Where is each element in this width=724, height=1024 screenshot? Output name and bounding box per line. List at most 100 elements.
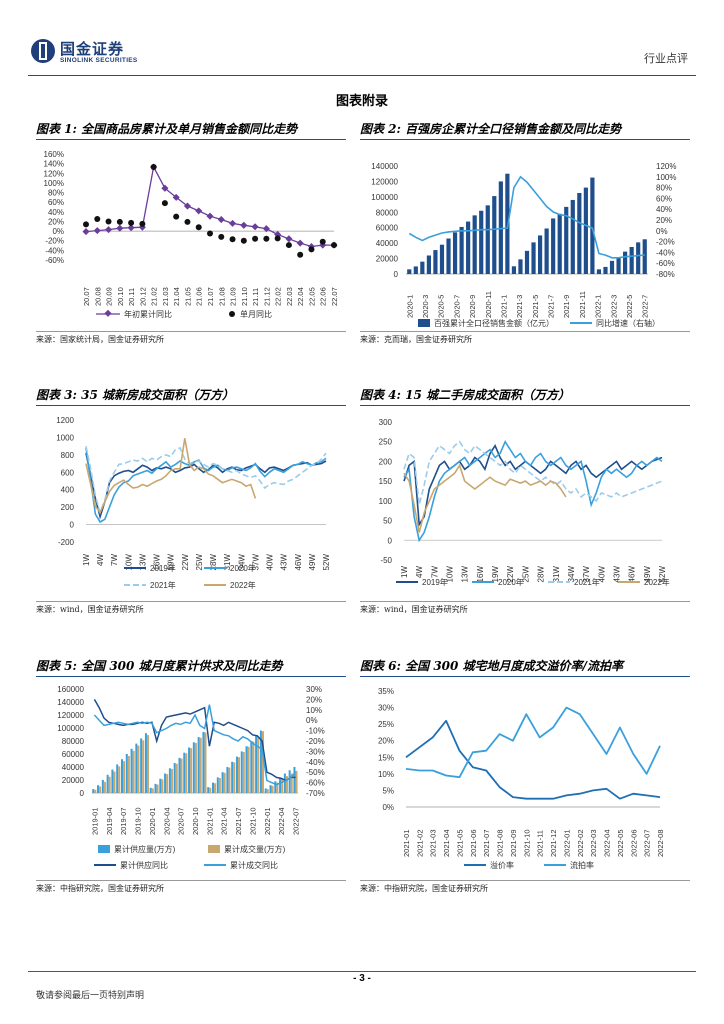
x-tick-label: 19W xyxy=(491,566,500,583)
x-tick-label: 2021-05 xyxy=(455,829,464,857)
supply-bar xyxy=(255,735,258,793)
monthly-point xyxy=(139,220,146,227)
x-tick-label: 2021-7 xyxy=(547,295,556,318)
supply-bar xyxy=(212,782,215,793)
cumulative-point xyxy=(285,235,293,243)
y-tick-label: 160% xyxy=(44,150,64,159)
sales-bar xyxy=(642,239,647,274)
y-right-tick-label: 20% xyxy=(656,216,672,225)
cumulative-point xyxy=(93,227,101,235)
x-tick-label: 40W xyxy=(266,554,275,571)
cumulative-point xyxy=(82,228,90,236)
y-left-tick-label: 80000 xyxy=(62,737,85,746)
x-tick-label: 21.03 xyxy=(161,287,170,306)
x-tick-label: 2020-10 xyxy=(191,807,200,835)
y-right-tick-label: 120% xyxy=(656,162,676,171)
supply-bar xyxy=(202,731,205,793)
deal-bar xyxy=(247,746,250,793)
x-tick-label: 16W xyxy=(476,566,485,583)
monthly-point xyxy=(184,218,191,225)
x-tick-label: 20.07 xyxy=(82,287,91,306)
x-tick-label: 19W xyxy=(167,554,176,571)
cumulative-point xyxy=(127,224,135,232)
x-tick-label: 2021-01 xyxy=(402,829,411,857)
sales-bar xyxy=(420,261,425,274)
x-tick-label: 1W xyxy=(400,566,409,578)
x-tick-label: 7W xyxy=(110,554,119,566)
sales-bar xyxy=(452,232,458,274)
deal-bar xyxy=(271,785,274,793)
supply-bar xyxy=(92,789,95,793)
deal-bar xyxy=(295,770,298,793)
x-tick-label: 2022-08 xyxy=(656,829,665,857)
y-tick-label: 20% xyxy=(48,217,64,226)
y-tick-label: 200 xyxy=(61,503,75,512)
supply-bar xyxy=(235,756,238,793)
sales-bar xyxy=(466,221,471,274)
x-tick-label: 28W xyxy=(537,566,546,583)
y-right-tick-label: -30% xyxy=(306,747,325,756)
y-left-tick-label: 20000 xyxy=(62,776,85,785)
deal-bar xyxy=(175,763,178,793)
report-header: 国金证券 SINOLINK SECURITIES 行业点评 xyxy=(28,36,696,76)
chart-6-plot: 35% 30% 25% 20% 15% 10% 5% 0% 2021-01 2021-02 2021… xyxy=(378,687,665,870)
x-tick-label: 21.07 xyxy=(206,287,215,306)
y-tick-label: 400 xyxy=(61,486,75,495)
legend-1-marker xyxy=(104,309,112,317)
x-tick-label: 22.07 xyxy=(330,287,339,306)
y-tick-label: 5% xyxy=(382,786,394,795)
x-tick-label: 21.05 xyxy=(183,287,192,306)
x-tick-label: 2020-9 xyxy=(468,295,477,318)
monthly-point xyxy=(207,230,213,237)
y-right-tick-label: -60% xyxy=(306,779,325,788)
y-left-tick-label: 0 xyxy=(80,789,85,798)
monthly-point xyxy=(308,246,315,253)
y-left-tick-label: 100000 xyxy=(371,193,398,202)
deal-bar xyxy=(103,781,106,793)
x-tick-label: 21.06 xyxy=(195,287,204,306)
x-tick-label: 2021-02 xyxy=(415,829,424,857)
supply-bar xyxy=(192,742,195,793)
x-tick-label: 49W xyxy=(308,554,317,571)
sales-bar xyxy=(413,266,418,274)
deal-bar xyxy=(228,767,231,793)
deal-bar xyxy=(180,758,183,793)
y-left-tick-label: 20000 xyxy=(376,255,399,264)
y-right-tick-label: -80% xyxy=(656,270,675,279)
x-tick-label: 4W xyxy=(96,554,105,566)
legend-2-label: 流拍率 xyxy=(570,860,594,870)
y-left-tick-label: 140000 xyxy=(371,162,398,171)
legend-1-label: 溢价率 xyxy=(490,860,514,870)
y-left-tick-label: 60000 xyxy=(62,750,85,759)
x-tick-label: 22.02 xyxy=(274,287,283,306)
supply-bar xyxy=(293,767,296,793)
x-tick-label: 25W xyxy=(521,566,530,583)
supply-bar xyxy=(111,769,114,793)
sales-bar xyxy=(583,187,588,274)
sales-bar xyxy=(524,250,530,274)
supply-bar xyxy=(264,788,267,793)
chart-3-source: 来源：wind，国金证券研究所 xyxy=(36,601,346,615)
sales-bar xyxy=(537,235,543,274)
cumulative-point xyxy=(240,221,248,229)
x-tick-label: 16W xyxy=(153,554,162,571)
sales-bar xyxy=(609,260,615,274)
y-left-tick-label: 120000 xyxy=(371,177,398,186)
x-tick-label: 40W xyxy=(597,566,606,583)
y-tick-label: 600 xyxy=(61,468,75,477)
x-tick-label: 2021-3 xyxy=(515,295,524,318)
sales-bar xyxy=(616,257,621,274)
sales-bar xyxy=(557,213,562,274)
x-tick-label: 20.12 xyxy=(138,287,147,306)
deal-bar xyxy=(137,745,140,793)
sales-bar xyxy=(446,238,451,274)
x-tick-label: 1W xyxy=(82,554,91,566)
deal-bar xyxy=(285,776,288,793)
sales-bar xyxy=(551,218,556,274)
x-tick-label: 22.04 xyxy=(296,287,305,306)
y-tick-label: 15% xyxy=(378,753,394,762)
y-tick-label: 10% xyxy=(378,770,394,779)
sales-bar xyxy=(531,242,536,274)
chart-1-plot: 160%140%120%100%80%60%40%20%0%-20%-40%-6… xyxy=(44,150,339,319)
sales-bar xyxy=(459,226,464,274)
